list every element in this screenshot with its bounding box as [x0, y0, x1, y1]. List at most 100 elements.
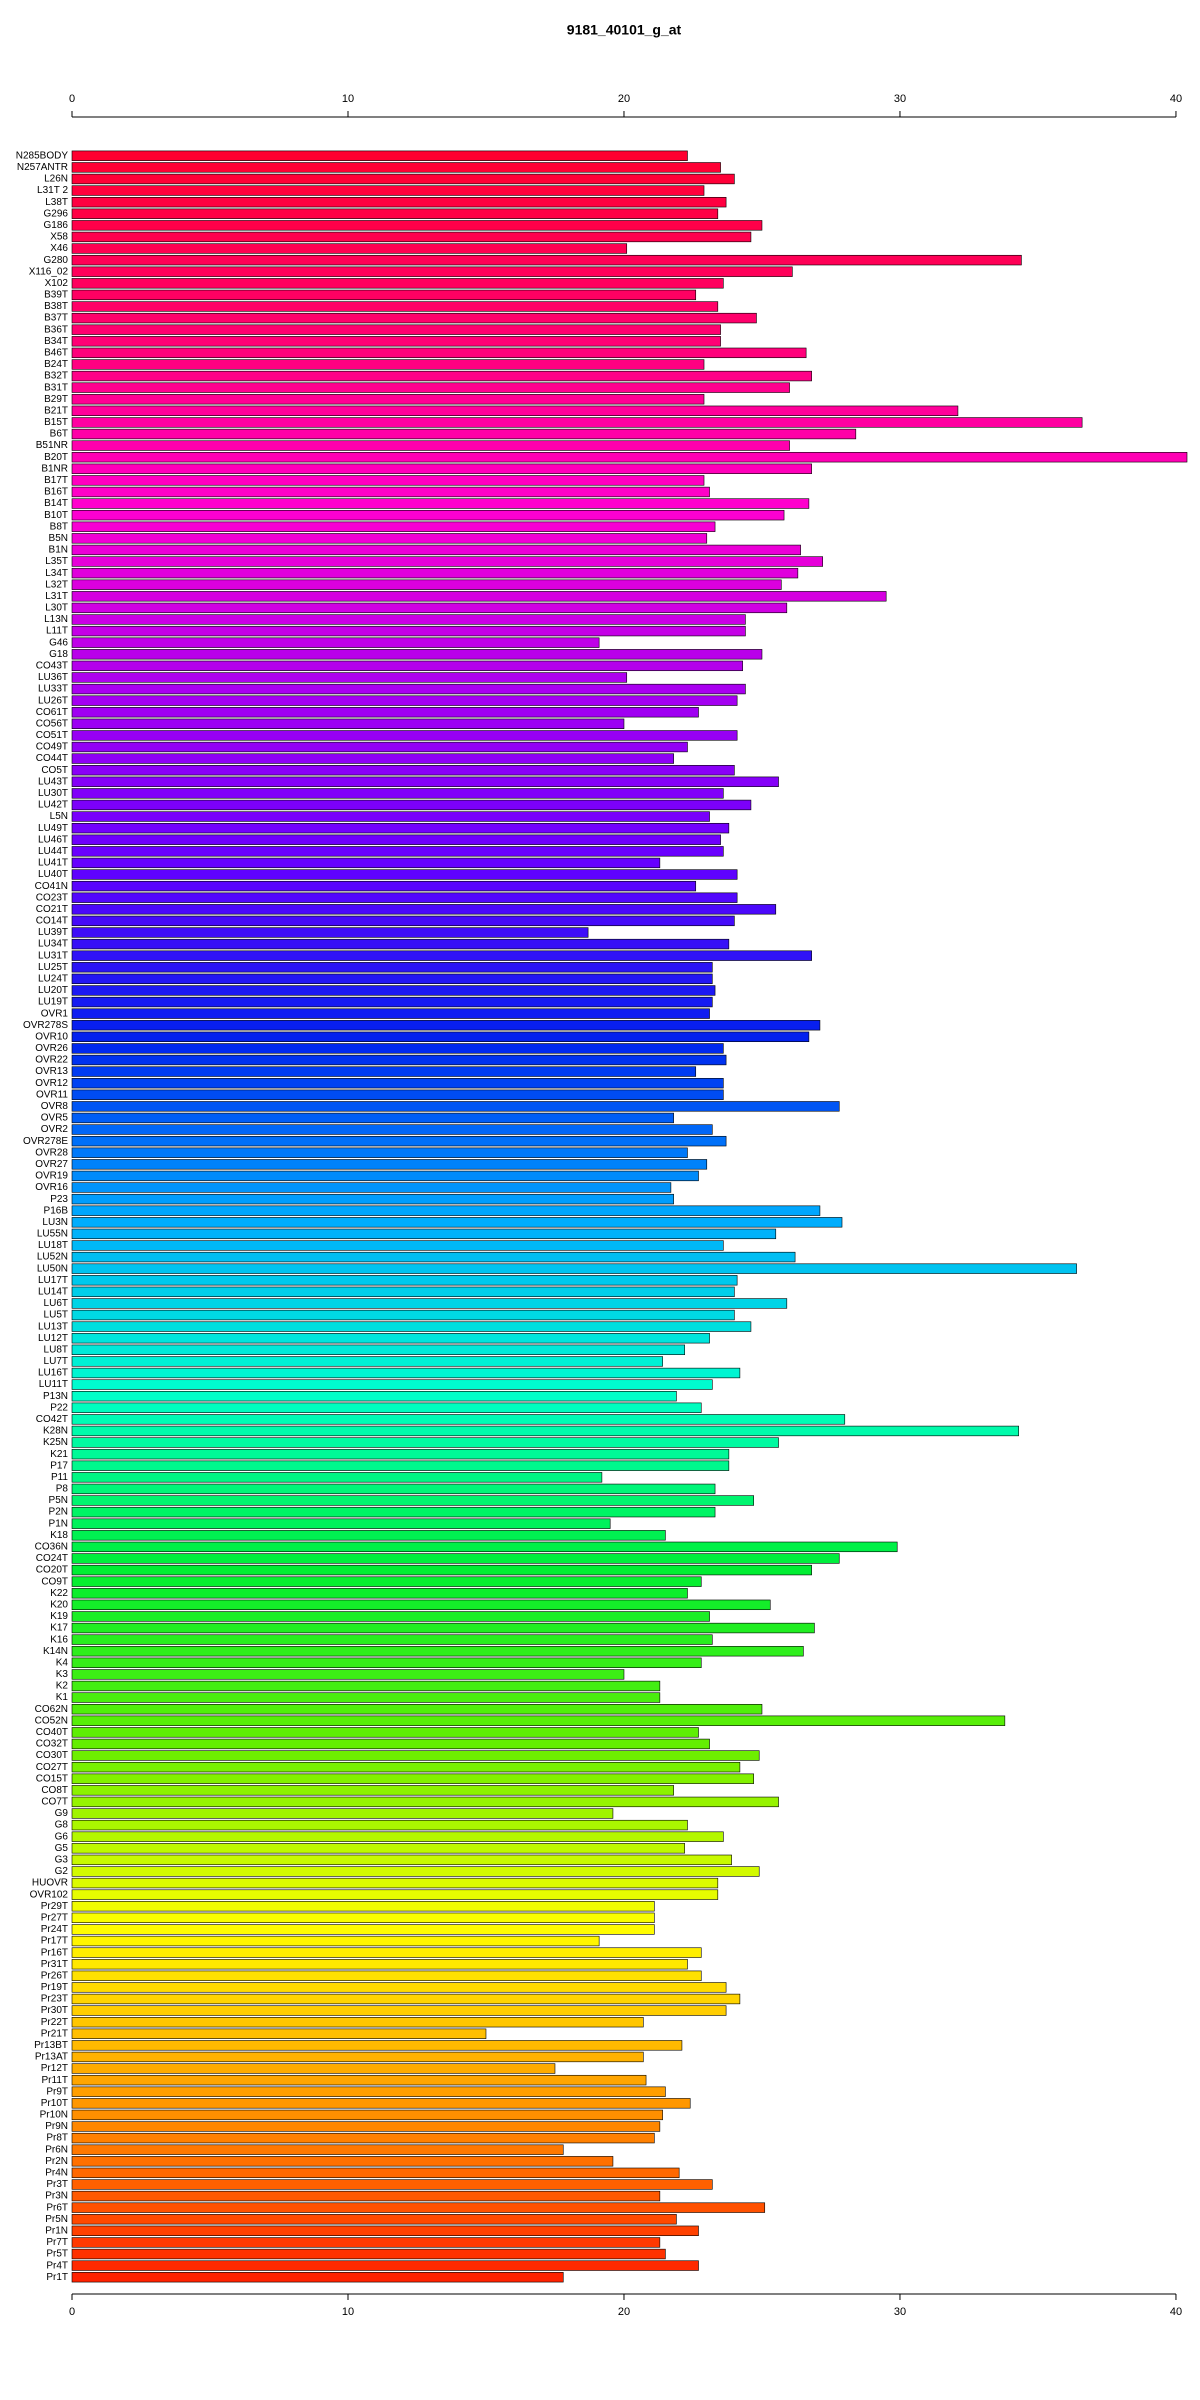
bar — [71, 347, 807, 359]
y-tick-label: L35T — [45, 556, 68, 567]
y-tick-label: G3 — [55, 1855, 69, 1866]
y-tick-label: LU24T — [38, 973, 68, 984]
bar — [71, 1182, 672, 1193]
y-tick-label: CO15T — [36, 1773, 68, 1784]
bar — [71, 533, 708, 544]
y-tick-label: Pr9T — [46, 2086, 68, 2097]
bar — [71, 985, 716, 996]
bar — [71, 486, 710, 498]
y-tick-label: OVR11 — [36, 1089, 68, 1100]
y-tick-label: B39T — [44, 290, 68, 301]
bar — [71, 162, 721, 173]
bar — [71, 509, 785, 521]
bar — [71, 324, 721, 335]
bar — [71, 625, 746, 637]
bar — [71, 394, 705, 405]
y-tick-label: Pr21T — [41, 2028, 68, 2039]
y-tick-label: G296 — [44, 208, 69, 219]
y-tick-label: CO41N — [35, 881, 68, 892]
y-tick-label: X116_02 — [29, 266, 69, 277]
y-tick-label: LU8T — [44, 1344, 68, 1355]
y-tick-label: B14T — [44, 498, 68, 509]
bar — [71, 1646, 804, 1657]
bar — [71, 753, 674, 764]
bar — [71, 1263, 1077, 1274]
bar — [71, 1553, 840, 1564]
bar — [71, 1205, 821, 1216]
bar — [71, 428, 857, 440]
y-tick-label: OVR2 — [41, 1124, 69, 1135]
y-tick-label: CO42T — [36, 1414, 68, 1425]
y-tick-label: CO24T — [36, 1553, 68, 1564]
y-tick-label: B51NR — [36, 440, 68, 451]
y-tick-label: Pr8T — [46, 2133, 68, 2144]
y-tick-label: CO21T — [36, 904, 68, 915]
bar — [71, 1414, 846, 1425]
bar — [71, 2272, 564, 2283]
y-tick-label: P1N — [49, 1518, 68, 1529]
bar — [71, 1333, 710, 1344]
y-tick-label: K21 — [50, 1449, 68, 1460]
y-tick-label: N257ANTR — [17, 162, 68, 173]
bar — [71, 1947, 702, 1958]
bar — [71, 614, 746, 625]
bar — [71, 765, 735, 776]
y-tick-label: B20T — [44, 452, 68, 463]
bar — [71, 1982, 727, 1993]
bar — [71, 799, 752, 811]
y-tick-label: G6 — [55, 1831, 69, 1842]
y-tick-label: Pr9N — [45, 2121, 68, 2132]
bar — [71, 776, 779, 787]
bar — [71, 289, 697, 301]
y-tick-label: B6T — [50, 429, 68, 440]
bar — [71, 892, 738, 903]
y-tick-label: OVR278S — [23, 1020, 68, 1031]
bar — [71, 2109, 663, 2121]
bar — [71, 1669, 625, 1680]
bar — [71, 463, 812, 474]
bar — [71, 301, 719, 312]
y-tick-label: OVR27 — [35, 1159, 68, 1170]
bar — [71, 649, 763, 660]
bar — [71, 544, 801, 556]
y-tick-label: CO49T — [36, 742, 68, 753]
y-tick-label: OVR16 — [35, 1182, 68, 1193]
y-tick-label: B15T — [44, 417, 68, 428]
bar — [71, 1773, 754, 1784]
bar — [71, 2040, 683, 2051]
y-tick-label: Pr12T — [41, 2063, 68, 2074]
bar — [71, 1367, 741, 1379]
bar — [71, 1877, 719, 1889]
bar — [71, 938, 730, 950]
y-tick-label: Pr10T — [41, 2098, 68, 2109]
y-tick-label: CO44T — [36, 753, 68, 764]
bar — [71, 1379, 713, 1390]
bar — [71, 1124, 713, 1135]
bar — [71, 683, 746, 695]
y-tick-label: K18 — [50, 1530, 68, 1541]
y-tick-label: K4 — [56, 1657, 69, 1668]
y-tick-label: LU36T — [38, 672, 68, 683]
bar — [71, 2028, 487, 2039]
bar — [71, 1564, 812, 1576]
y-tick-label: Pr3N — [45, 2191, 68, 2202]
y-tick-label: K2 — [56, 1681, 69, 1692]
y-tick-label: G5 — [55, 1843, 69, 1854]
bar — [71, 2248, 666, 2260]
bar — [71, 1135, 727, 1147]
y-tick-label: L30T — [45, 603, 68, 614]
y-tick-label: P22 — [50, 1402, 68, 1413]
x-tick-label: 0 — [69, 93, 75, 105]
bar — [71, 1159, 708, 1170]
bar — [71, 811, 710, 822]
y-tick-label: K16 — [50, 1634, 68, 1645]
y-tick-label: CO56T — [36, 718, 68, 729]
bar — [71, 788, 724, 799]
y-tick-label: CO14T — [36, 916, 68, 927]
bar — [71, 1101, 840, 1112]
bar — [71, 1530, 666, 1541]
y-tick-label: Pr30T — [41, 2005, 68, 2016]
bar — [71, 1843, 685, 1854]
y-tick-label: Pr1N — [45, 2225, 68, 2236]
y-tick-label: CO40T — [36, 1727, 68, 1738]
